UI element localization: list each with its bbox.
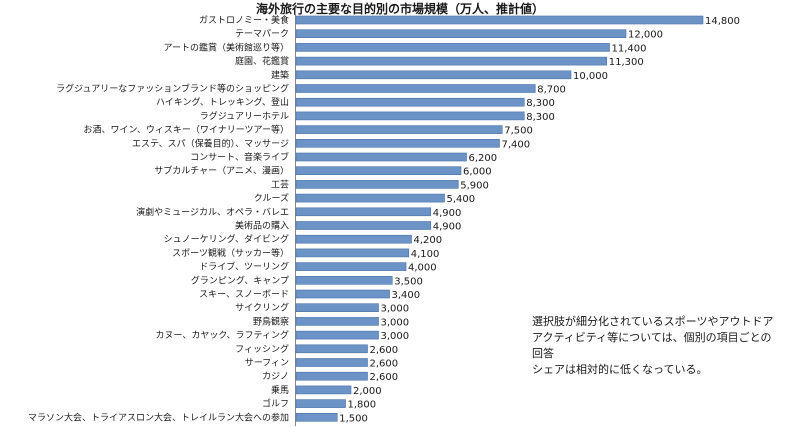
value-label: 2,600 [370, 372, 399, 383]
value-label: 2,000 [353, 386, 382, 397]
value-label: 2,600 [370, 359, 399, 370]
bar [295, 412, 338, 422]
category-label: スキー、スノーボード [199, 289, 289, 300]
value-label: 10,000 [573, 71, 608, 82]
bar [295, 70, 572, 80]
bar [295, 180, 459, 189]
bar [295, 303, 379, 313]
value-label: 11,300 [609, 57, 644, 68]
category-label: 庭園、花鑑賞 [235, 55, 289, 67]
bar [295, 97, 525, 107]
bar [295, 43, 610, 52]
category-label: 野鳥観察 [253, 315, 289, 327]
category-label: 工芸 [271, 178, 289, 190]
category-label: 建築 [271, 69, 289, 81]
value-label: 4,200 [414, 235, 443, 246]
bar-series: ガストロノミー・美食 14,800 テーマパーク 12,000 アートの鑑賞（美術館巡り… [28, 14, 740, 424]
bar [295, 385, 352, 395]
annotation-line: アクティビティ等については、個別の項目ごとの回答 [532, 331, 772, 360]
chart-title: 海外旅行の主要な目的別の市場規模（万人、推計値） [256, 1, 544, 16]
bar [295, 166, 462, 175]
bar [295, 344, 368, 354]
category-label: ゴルフ [262, 398, 289, 410]
category-label: アートの鑑賞（美術館巡り等） [164, 41, 289, 53]
category-label: ハイキング、トレッキング、登山 [156, 96, 289, 108]
value-label: 1,800 [348, 400, 377, 411]
value-label: 8,700 [537, 85, 566, 96]
bar [295, 15, 704, 25]
category-label: 乗馬 [271, 384, 289, 396]
category-label: カヌー、カヤック、ラフティング [155, 329, 289, 341]
category-label: サイクリング [235, 302, 289, 314]
bar [295, 84, 536, 93]
value-label: 12,000 [628, 30, 663, 41]
value-label: 4,000 [408, 263, 437, 274]
category-label: お酒、ワイン、ウィスキー（ワイナリーツアー等） [83, 124, 289, 136]
annotation-note: 選択肢が細分化されているスポーツやアウトドア アクティビティ等については、個別の… [532, 314, 782, 378]
category-label: ガストロノミー・美食 [199, 14, 289, 26]
bar [295, 207, 432, 217]
value-label: 6,000 [463, 167, 492, 178]
value-label: 11,400 [612, 43, 647, 54]
value-label: 7,500 [504, 126, 533, 137]
category-label: マラソン大会、トライアスロン大会、トレイルラン大会への参加 [28, 411, 289, 423]
category-label: フィッシング [235, 343, 289, 355]
value-label: 4,900 [433, 222, 462, 233]
bar [295, 193, 445, 203]
value-label: 1,500 [339, 413, 368, 424]
value-label: 3,000 [381, 331, 410, 342]
bar [295, 29, 627, 39]
bar [295, 289, 390, 299]
value-label: 14,800 [705, 16, 740, 27]
bar [295, 358, 368, 367]
bar [295, 139, 500, 148]
category-label: コンサート、音楽ライブ [190, 151, 289, 163]
bar [295, 152, 467, 162]
category-label: サーフィン [245, 358, 289, 369]
category-label: ラグジュアリーなファッションブランド等のショッピング [56, 83, 289, 95]
category-label: ドライブ、ツーリング [199, 261, 289, 273]
bar [295, 330, 379, 340]
category-label: スポーツ観戦（サッカー等） [172, 247, 289, 259]
value-label: 8,300 [526, 98, 555, 109]
bar [295, 275, 393, 285]
category-label: 演劇やミュージカル、オペラ・バレエ [136, 206, 289, 218]
category-label: ラグジュアリーホテル [200, 110, 289, 122]
category-label: クルーズ [254, 192, 289, 204]
bar [295, 317, 379, 326]
bar [295, 371, 368, 381]
category-label: グランピング、キャンプ [191, 274, 289, 286]
bar [295, 125, 503, 134]
value-label: 2,600 [370, 345, 399, 356]
category-label: カジノ [262, 371, 289, 382]
category-label: シュノーケリング、ダイビング [164, 233, 289, 245]
bar [295, 248, 410, 258]
category-label: エステ、スパ（保養目的）、マッサージ [132, 137, 289, 149]
value-label: 6,200 [469, 153, 498, 164]
bar [295, 221, 432, 230]
value-label: 5,400 [447, 194, 476, 205]
annotation-line: 選択肢が細分化されているスポーツやアウトドア [532, 315, 774, 328]
value-label: 8,300 [526, 112, 555, 123]
value-label: 3,000 [381, 304, 410, 315]
value-label: 4,100 [411, 249, 440, 260]
bar [295, 262, 407, 271]
value-label: 7,400 [502, 139, 531, 150]
value-label: 5,900 [460, 180, 489, 191]
annotation-line: シェアは相対的に低くなっている。 [532, 363, 708, 376]
value-label: 3,400 [392, 290, 421, 301]
bar [295, 234, 412, 244]
value-label: 4,900 [433, 208, 462, 219]
category-label: サブカルチャー（アニメ、漫画） [154, 165, 289, 177]
value-label: 3,500 [394, 276, 423, 287]
category-label: 美術品の購入 [235, 220, 289, 232]
bar [295, 399, 346, 408]
category-label: テーマパーク [235, 29, 289, 40]
bar [295, 111, 525, 121]
value-label: 3,000 [381, 317, 410, 328]
bar [295, 56, 608, 66]
